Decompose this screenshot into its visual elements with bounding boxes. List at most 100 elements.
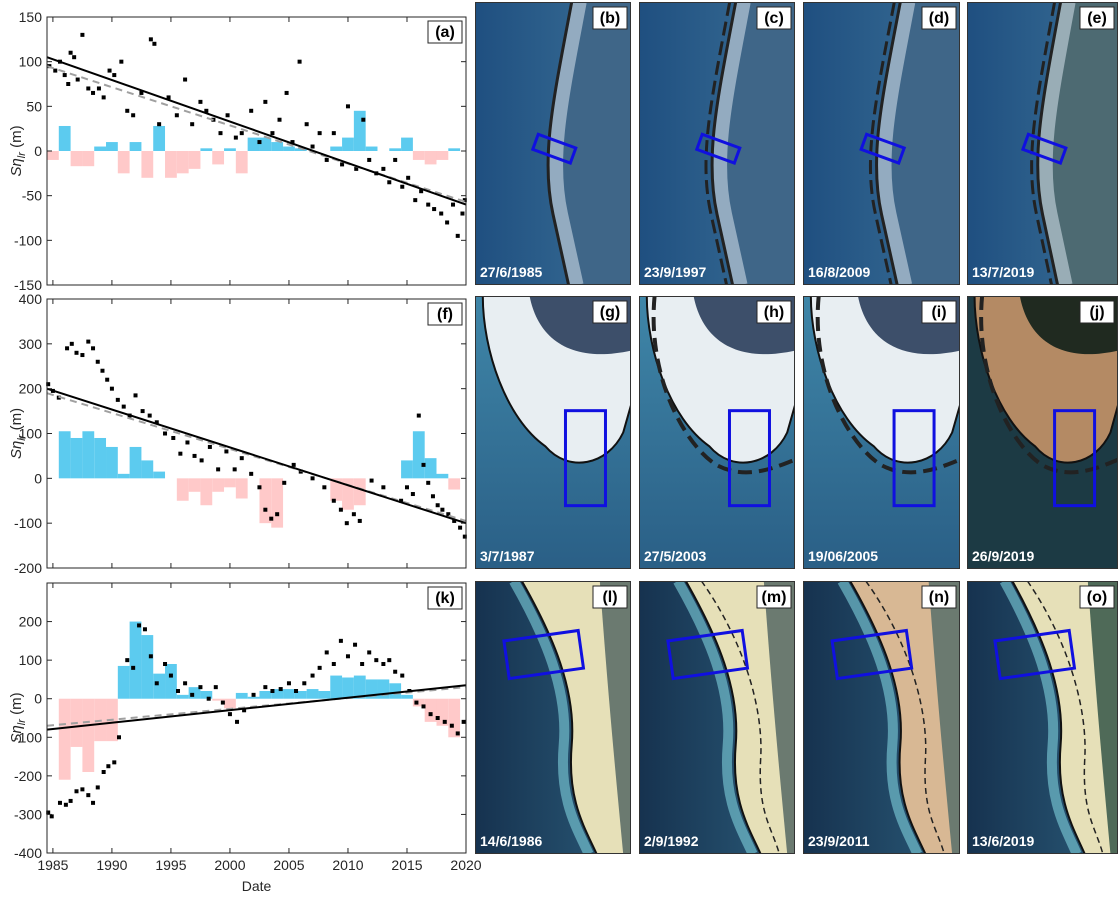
panel-label: (k): [435, 590, 455, 607]
panel-label: (a): [435, 24, 455, 41]
surf: [999, 581, 1082, 854]
anomaly-bar: [389, 683, 402, 699]
data-point: [410, 492, 415, 497]
data-point: [233, 135, 238, 140]
panel-label-box: [921, 300, 957, 324]
data-point: [192, 453, 197, 458]
data-point: [367, 650, 372, 655]
image-date: 27/5/2003: [644, 548, 706, 564]
chart: -200 -100 0 100 200 300 400 Sηlr (m) (f): [8, 291, 467, 576]
y-tick-label: -200: [14, 768, 42, 784]
surf: [712, 2, 751, 285]
data-point: [239, 131, 244, 136]
data-point: [426, 202, 431, 207]
data-point: [176, 689, 181, 693]
data-point: [414, 700, 419, 705]
data-point: [435, 716, 440, 720]
data-point: [445, 220, 450, 225]
x-tick-label: 2005: [273, 857, 304, 873]
anomaly-bar: [200, 148, 213, 151]
anomaly-bar: [271, 689, 284, 699]
shoreline: [546, 2, 574, 285]
panel-label: (g): [600, 304, 620, 321]
anomaly-bar: [82, 151, 95, 167]
data-point: [204, 108, 209, 113]
image-date: 2/9/1992: [644, 833, 699, 849]
x-tick-label: 1995: [155, 857, 186, 873]
image-frame: [639, 2, 795, 285]
data-point: [310, 476, 315, 481]
surf: [877, 2, 916, 285]
data-point: [310, 144, 315, 149]
data-point: [185, 440, 190, 445]
anomaly-bar: [389, 148, 402, 151]
data-point: [357, 518, 362, 523]
panel-label-box: [1079, 6, 1115, 30]
data-point: [131, 665, 136, 670]
anomaly-bar: [259, 691, 272, 699]
y-tick-label: -100: [14, 515, 42, 531]
data-point: [46, 810, 51, 815]
data-point: [69, 341, 74, 346]
image-frame: [639, 296, 795, 569]
roi-box: [530, 132, 578, 165]
anomaly-bar: [94, 437, 107, 479]
surf: [837, 581, 923, 854]
satellite-image: (d) 16/8/2009: [803, 2, 960, 285]
chart: -400 -300 -200 -100 0 100 200 1985 1990 1995 2000 2…: [8, 582, 482, 894]
data-point: [331, 131, 336, 136]
data-point: [96, 86, 101, 91]
panel-label: (i): [931, 304, 946, 321]
beach: [521, 581, 631, 854]
anomaly-bar: [401, 460, 413, 479]
y-axis-label-part: (m): [8, 692, 25, 719]
inland: [1087, 581, 1118, 854]
data-point: [345, 104, 350, 109]
data-point: [68, 798, 73, 803]
roi-box: [563, 409, 607, 508]
anomaly-bar: [129, 621, 142, 699]
shoreline: [874, 2, 902, 285]
panel-label: (f): [437, 306, 453, 323]
shoreline-ref: [868, 2, 896, 285]
anomaly-bar: [353, 478, 366, 506]
data-point: [338, 507, 343, 512]
data-point: [439, 211, 444, 216]
data-point: [369, 478, 374, 483]
satellite-image: (n) 23/9/2011: [803, 581, 960, 854]
data-point: [393, 157, 398, 162]
anomaly-bar: [188, 151, 201, 169]
data-point: [269, 516, 274, 521]
image-date: 23/9/1997: [644, 264, 706, 280]
data-point: [91, 800, 96, 805]
panel-label-box: [921, 585, 957, 609]
data-point: [458, 525, 463, 530]
image-frame: [803, 581, 960, 854]
anomaly-bar: [106, 446, 118, 479]
anomaly-bar: [200, 691, 213, 699]
anomaly-bar: [283, 146, 295, 151]
anomaly-bar: [47, 151, 59, 160]
satellite-image: (e) 13/7/2019: [967, 2, 1118, 285]
y-tick-label: 0: [34, 691, 42, 707]
anomaly-bar: [247, 696, 260, 699]
data-point: [297, 59, 302, 64]
data-point: [322, 485, 327, 490]
roi-box: [830, 628, 914, 681]
inland: [763, 581, 795, 854]
anomaly-bar: [342, 677, 354, 699]
data-point: [65, 346, 70, 351]
roi-box: [993, 628, 1077, 681]
anomaly-bar: [141, 151, 154, 178]
shoreline: [481, 296, 631, 464]
anomaly-bar: [294, 148, 307, 151]
data-point: [154, 420, 159, 425]
roi-box: [892, 409, 936, 508]
panel-label-box: [427, 586, 463, 610]
data-point: [140, 409, 145, 414]
anomaly-bar: [58, 431, 71, 479]
shoreline: [849, 581, 927, 854]
data-point: [284, 90, 289, 95]
data-point: [381, 662, 386, 666]
data-point: [62, 73, 67, 78]
